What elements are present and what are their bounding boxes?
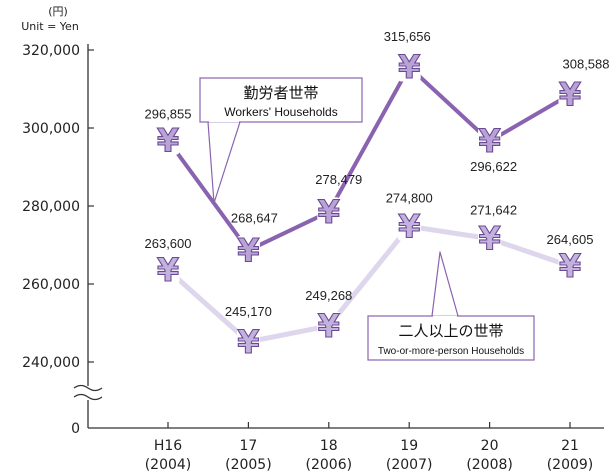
yen-icon: ¥: [157, 251, 179, 289]
callout-workers-pointer: [207, 121, 241, 204]
data-label-two_or_more: 274,800: [386, 190, 433, 205]
yen-icon: ¥: [318, 193, 340, 231]
x-tick-label-year: (2004): [145, 457, 192, 473]
y-tick-label: 300,000: [22, 121, 80, 137]
marker-two_or_more: ¥: [236, 322, 260, 361]
x-tick-label-year: (2006): [306, 457, 353, 473]
series-line-two_or_more: [165, 223, 573, 345]
marker-bg: [317, 197, 341, 227]
marker-two_or_more: ¥: [317, 306, 341, 345]
axis-break-marker: [73, 384, 103, 401]
marker-workers: ¥: [397, 47, 421, 86]
data-label-workers: 296,855: [145, 106, 192, 121]
marker-bg: [397, 52, 421, 82]
data-label-two_or_more: 263,600: [145, 236, 192, 251]
marker-workers: ¥: [317, 192, 341, 231]
yen-icon: ¥: [478, 220, 500, 258]
marker-two_or_more: ¥: [397, 207, 421, 246]
x-tick-label-era: 20: [481, 438, 499, 454]
yen-icon: ¥: [478, 122, 500, 160]
marker-bg: [478, 126, 502, 156]
data-label-workers: 268,647: [231, 210, 278, 225]
x-tick-label-era: 19: [400, 438, 418, 454]
data-label-workers: 296,622: [470, 159, 517, 174]
marker-workers: ¥: [478, 122, 502, 161]
callout-two-or-more-en: Two-or-more-person Households: [378, 346, 524, 357]
marker-two_or_more: ¥: [558, 246, 582, 285]
yen-icon: ¥: [318, 307, 340, 345]
callout-workers-en: Workers' Households: [224, 105, 337, 119]
x-tick-label-era: 21: [561, 438, 579, 454]
marker-bg: [558, 80, 582, 110]
marker-bg: [478, 224, 502, 254]
callout-workers: 勤労者世帯 Workers' Households: [199, 77, 363, 204]
yen-icon: ¥: [398, 48, 420, 86]
x-tick-label-year: (2008): [466, 457, 513, 473]
marker-workers: ¥: [156, 121, 180, 160]
marker-bg: [317, 311, 341, 341]
callout-two-or-more-pointer: [431, 251, 459, 317]
x-tick-label-year: (2009): [547, 457, 594, 473]
data-labels: 263,600 245,170 249,268 274,800 271,642 264,6…: [145, 29, 609, 319]
callout-workers-box: [199, 77, 363, 123]
y-ticks: 320,000 300,000 280,000 260,000 240,000 0: [22, 43, 94, 437]
unit-label-jp: (円): [48, 5, 68, 18]
yen-icon: ¥: [157, 121, 179, 159]
marker-bg: [236, 327, 260, 357]
yen-icon: ¥: [559, 247, 581, 285]
data-label-two_or_more: 264,605: [547, 232, 594, 247]
data-label-two_or_more: 249,268: [305, 288, 352, 303]
marker-bg: [236, 235, 260, 265]
series-markers: ¥ ¥ ¥ ¥ ¥ ¥ ¥ ¥ ¥ ¥ ¥ ¥: [156, 47, 582, 361]
data-label-two_or_more: 245,170: [225, 304, 272, 319]
callout-two-or-more-jp: 二人以上の世帯: [398, 322, 503, 340]
marker-two_or_more: ¥: [156, 250, 180, 289]
marker-bg: [558, 251, 582, 281]
marker-bg: [397, 211, 421, 241]
data-label-two_or_more: 271,642: [470, 203, 517, 218]
marker-workers: ¥: [558, 75, 582, 114]
series-line-workers: [166, 64, 572, 253]
x-tick-label-era: H16: [154, 438, 182, 454]
data-label-workers: 315,656: [384, 29, 431, 44]
y-tick-label: 240,000: [22, 355, 80, 371]
callout-workers-jp: 勤労者世帯: [243, 84, 318, 102]
marker-bg: [156, 125, 180, 155]
data-label-workers: 278,479: [315, 172, 362, 187]
yen-icon: ¥: [237, 323, 259, 361]
yen-icon: ¥: [237, 231, 259, 269]
y-tick-label: 260,000: [22, 277, 80, 293]
data-label-workers: 308,588: [563, 57, 609, 72]
marker-two_or_more: ¥: [478, 219, 502, 258]
x-ticks: H16 (2004) 17 (2005) 18 (2006) 19 (2007) 20 (2008…: [145, 422, 594, 473]
marker-workers: ¥: [236, 231, 260, 270]
y-tick-label: 320,000: [22, 43, 80, 59]
y-tick-label-zero: 0: [71, 421, 80, 437]
yen-icon: ¥: [559, 76, 581, 114]
x-tick-label-era: 17: [239, 438, 257, 454]
unit-label-en: Unit = Yen: [21, 20, 79, 33]
x-tick-label-year: (2007): [386, 457, 433, 473]
yen-icon: ¥: [398, 207, 420, 245]
x-tick-label-year: (2005): [225, 457, 272, 473]
y-tick-label: 280,000: [22, 199, 80, 215]
marker-bg: [156, 255, 180, 285]
callout-two-or-more: 二人以上の世帯 Two-or-more-person Households: [367, 251, 535, 361]
x-tick-label-era: 18: [320, 438, 338, 454]
callout-two-or-more-box: [367, 315, 535, 361]
series-lines: [165, 64, 573, 345]
